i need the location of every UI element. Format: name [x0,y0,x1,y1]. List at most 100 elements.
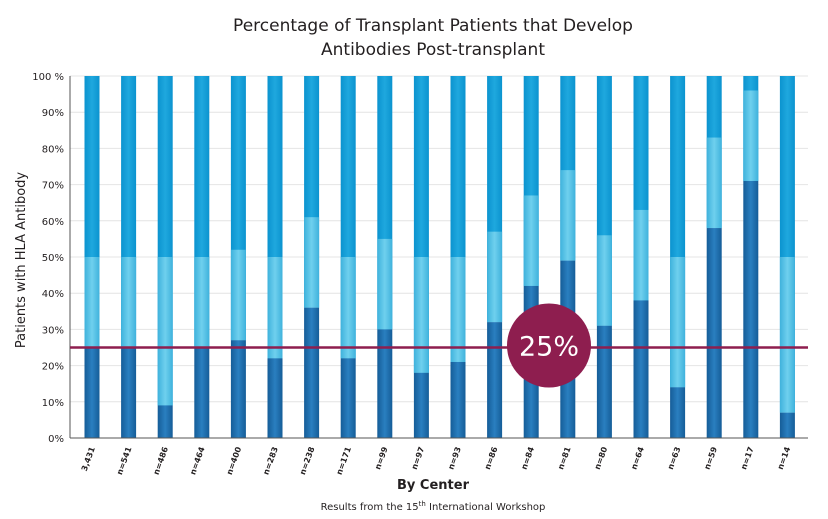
bar-group [267,76,283,438]
chart-title-line1: Percentage of Transplant Patients that D… [233,16,633,36]
bar-antibody [670,387,686,438]
bar-antibody [84,347,100,438]
bar-antibody [743,180,759,439]
category-label: n=238 [298,445,317,476]
bar-group [596,76,612,438]
bar-antibody [450,361,466,438]
bar-antibody [596,325,612,438]
y-tick-labels: 0% 10% 20% 30% 40% 50% 60% 70% 80% 90% 100 % [32,72,64,445]
bar-remainder-light [413,347,429,373]
bar-remainder-light [84,257,100,348]
y-tick-label: 100 % [32,72,64,83]
bar-remainder-light-upper [340,257,356,348]
category-label: n=541 [115,445,134,476]
y-tick-label: 60% [42,217,64,228]
category-label: n=99 [373,445,390,471]
bar-group [450,76,466,438]
bar-group [377,76,393,438]
y-tick-label: 80% [42,144,64,155]
category-label: 3,431 [80,445,97,472]
category-label: n=86 [483,445,500,471]
y-tick-label: 40% [42,289,64,300]
category-label: n=17 [739,446,756,471]
bar-group [706,76,722,438]
category-label: n=84 [520,445,537,471]
category-label: n=81 [556,445,573,471]
bar-remainder-light [560,170,576,261]
bar-remainder-light [596,235,612,326]
category-label: n=63 [666,446,683,471]
bar-group [743,76,759,439]
bar-antibody [487,322,503,438]
footnote: Results from the 15th International Work… [321,500,546,513]
bar-group [779,76,795,438]
bar-group [413,76,429,438]
y-axis-title: Patients with HLA Antibody [14,172,29,349]
category-label: n=171 [335,445,354,476]
bar-antibody [304,307,320,438]
category-label: n=464 [188,445,207,476]
category-label: n=93 [446,446,463,471]
bar-antibody [121,347,137,438]
bar-remainder-light-upper [779,257,795,348]
y-tick-label: 10% [42,398,64,409]
bar-remainder-light-upper [267,257,283,348]
bar-antibody [633,300,649,438]
grid-lines [70,75,808,403]
bar-remainder-light [779,347,795,413]
footnote-text-before: Results from the 15 [321,502,419,513]
category-label: n=486 [152,445,171,476]
bar-remainder-light-upper [157,257,173,348]
bar-group [487,76,503,438]
bar-remainder-light [304,217,320,308]
bar-remainder-light [377,238,393,330]
category-label: n=283 [261,446,279,476]
bar-remainder-light [450,347,466,362]
chart-title-line2: Antibodies Post-transplant [321,40,545,60]
bars [84,76,795,439]
category-label: n=80 [593,445,610,471]
bar-group [304,76,320,438]
y-tick-label: 70% [42,181,64,192]
bar-remainder-light-upper [450,257,466,348]
bar-antibody [157,405,173,438]
bar-remainder-light [157,347,173,406]
bar-remainder-light-upper [670,257,686,348]
y-tick-label: 90% [42,108,64,119]
bar-remainder-light [743,90,759,181]
y-tick-label: 30% [42,325,64,336]
reference-badge-label: 25% [519,332,579,363]
bar-remainder-light [523,195,539,286]
bar-group [194,76,210,438]
bar-remainder-light [487,231,503,323]
category-label: n=400 [225,445,244,476]
category-label: n=97 [410,446,427,471]
bar-group [157,76,173,438]
bar-remainder-light [121,257,137,348]
category-label: n=59 [703,445,720,471]
bar-group [633,76,649,438]
bar-remainder-light-upper [413,257,429,348]
reference-badge [507,303,591,388]
bar-remainder-light [230,249,246,341]
bar-group [230,76,246,438]
bar-antibody [340,358,356,438]
y-tick-label: 50% [42,253,64,264]
bar-antibody [267,358,283,438]
category-label: n=14 [776,445,793,471]
bar-antibody [706,228,722,438]
reference-line-group: 25% [70,303,808,388]
bar-group [121,76,137,438]
y-tick-label: 20% [42,362,64,373]
bar-group [84,76,100,438]
y-tick-label: 0% [48,434,64,445]
bar-remainder-light [706,137,722,229]
footnote-superscript: th [419,500,426,508]
bar-antibody [779,412,795,438]
bar-remainder-light [340,347,356,359]
x-axis-title: By Center [397,478,470,493]
bar-antibody [413,372,429,438]
category-labels: 3,431 n=541 n=486 n=464 n=400 n=283 n=238 n=171… [80,445,793,476]
bar-remainder-light [267,347,283,359]
